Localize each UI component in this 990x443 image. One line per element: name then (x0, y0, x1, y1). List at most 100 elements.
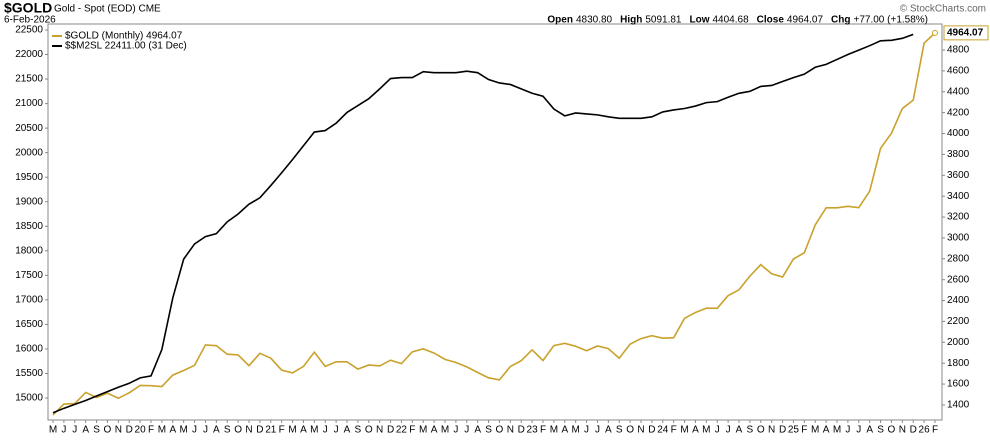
y2-tick-label: 2600 (947, 274, 970, 285)
x-tick-label: N (376, 425, 383, 436)
series-line (52, 33, 914, 414)
chart-subtitle: Gold - Spot (EOD) CME (54, 4, 161, 15)
x-tick-label: D (910, 425, 917, 436)
x-tick-label: A (344, 425, 351, 436)
x-tick-label: D (648, 425, 655, 436)
y-tick-label: 18000 (15, 245, 43, 256)
x-tick-label: S (224, 425, 231, 436)
x-tick-label: J (464, 425, 469, 436)
watermark: © StockCharts.com (900, 4, 986, 15)
y2-tick-label: 3800 (947, 149, 970, 160)
x-tick-label: A (474, 425, 481, 436)
x-tick-label: J (584, 425, 589, 436)
y2-tick-label: 4200 (947, 107, 970, 118)
stat-value: 4404.68 (713, 15, 750, 26)
x-tick-label: M (571, 425, 579, 436)
stat-label: Close (757, 15, 785, 26)
x-tick-label: A (823, 425, 830, 436)
x-tick-label: M (419, 425, 427, 436)
series-line (52, 32, 936, 416)
x-tick-label: N (899, 425, 906, 436)
x-tick-label: A (82, 425, 89, 436)
x-tick-label: A (736, 425, 743, 436)
last-value-box (943, 25, 989, 41)
y2-tick-label: 1800 (947, 358, 970, 369)
x-tick-label: S (747, 425, 754, 436)
x-tick-label: J (334, 425, 339, 436)
x-tick-label: M (179, 425, 187, 436)
x-tick-label: F (540, 425, 546, 436)
stat-label: Low (690, 15, 710, 26)
x-tick-label: S (616, 425, 623, 436)
stat-value: 5091.81 (645, 15, 682, 26)
chart-date: 6-Feb-2026 (4, 15, 56, 26)
y2-tick-label: 2000 (947, 337, 970, 348)
y2-tick-label: 3600 (947, 170, 970, 181)
x-tick-label: D (518, 425, 525, 436)
x-tick-label: D (387, 425, 394, 436)
x-tick-label: N (507, 425, 514, 436)
x-tick-label: F (932, 425, 938, 436)
x-tick-label: M (811, 425, 819, 436)
y2-tick-label: 4600 (947, 66, 970, 77)
x-tick-label: J (453, 425, 458, 436)
stat-label: Chg (831, 15, 850, 26)
x-tick-label: S (93, 425, 100, 436)
y2-tick-label: 3400 (947, 191, 970, 202)
x-tick-label: J (726, 425, 731, 436)
y-tick-label: 22000 (15, 49, 43, 60)
x-tick-label: 23 (527, 425, 539, 436)
x-tick-label: N (115, 425, 122, 436)
y-tick-label: 17500 (15, 270, 43, 281)
y-tick-label: 15000 (15, 393, 43, 404)
x-tick-label: F (148, 425, 154, 436)
y-tick-label: 20500 (15, 123, 43, 134)
x-tick-label: J (203, 425, 208, 436)
y-tick-label: 22500 (15, 25, 43, 36)
x-tick-label: D (126, 425, 133, 436)
x-tick-label: S (485, 425, 492, 436)
x-tick-label: O (234, 425, 242, 436)
stat-label: High (620, 15, 642, 26)
x-tick-label: N (637, 425, 644, 436)
y2-tick-label: 4000 (947, 128, 970, 139)
legend-label: $$M2SL 22411.00 (31 Dec) (65, 41, 187, 52)
y2-tick-label: 2200 (947, 316, 970, 327)
x-tick-label: M (49, 425, 57, 436)
chart-title: $GOLD (4, 0, 52, 16)
y2-tick-label: 4400 (947, 86, 970, 97)
x-tick-label: J (715, 425, 720, 436)
y2-tick-label: 3200 (947, 212, 970, 223)
y2-tick-label: 1400 (947, 400, 970, 411)
stat-value: 4830.80 (576, 15, 613, 26)
x-tick-label: A (692, 425, 699, 436)
stat-label: Open (547, 15, 573, 26)
x-tick-label: O (888, 425, 896, 436)
x-tick-label: A (431, 425, 438, 436)
x-tick-label: 24 (657, 425, 669, 436)
x-tick-label: N (245, 425, 252, 436)
x-tick-label: O (626, 425, 634, 436)
x-tick-label: M (310, 425, 318, 436)
y-tick-label: 15500 (15, 368, 43, 379)
x-tick-label: A (866, 425, 873, 436)
last-point (932, 29, 938, 36)
x-tick-label: J (845, 425, 850, 436)
x-tick-label: D (256, 425, 263, 436)
y-tick-label: 21500 (15, 74, 43, 85)
x-tick-label: J (856, 425, 861, 436)
x-tick-label: M (833, 425, 841, 436)
x-tick-label: M (288, 425, 296, 436)
x-tick-label: S (877, 425, 884, 436)
y2-tick-label: 2800 (947, 253, 970, 264)
y-tick-label: 19000 (15, 196, 43, 207)
x-tick-label: J (72, 425, 77, 436)
x-tick-label: M (680, 425, 688, 436)
stat-value: 4964.07 (787, 15, 824, 26)
last-value-label: 4964.07 (947, 28, 984, 39)
x-tick-label: A (561, 425, 568, 436)
y-tick-label: 16500 (15, 319, 43, 330)
x-tick-label: A (213, 425, 220, 436)
